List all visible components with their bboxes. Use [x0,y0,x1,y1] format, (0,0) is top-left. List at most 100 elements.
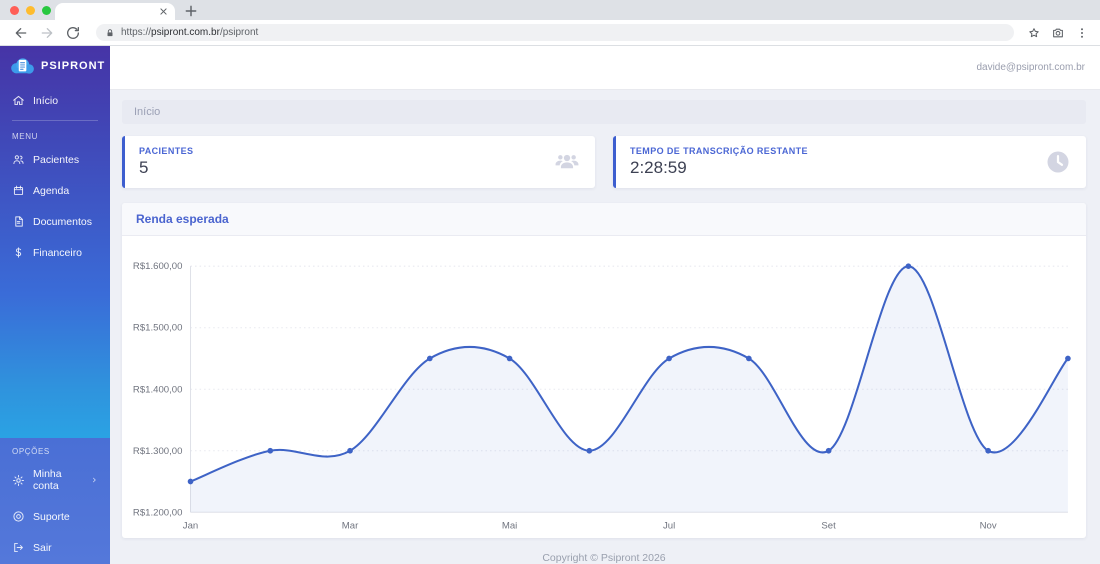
brand-name: PSIPRONT [41,60,106,72]
tab-close-icon[interactable] [159,7,168,16]
chevron-right-icon [90,475,98,485]
breadcrumb-label: Início [134,106,161,118]
sidebar-divider [12,120,98,121]
sidebar-item-label: Início [33,94,59,107]
sidebar-item-label: Pacientes [33,153,80,166]
chart-point-5[interactable] [586,447,593,454]
sidebar-options-header: OPÇÕES [12,447,50,456]
back-button[interactable] [13,25,29,41]
toolbar-right-icons [1024,26,1092,40]
screenshot-camera-icon[interactable] [1051,26,1065,40]
sidebar-item-financeiro[interactable]: Financeiro [0,237,110,268]
sidebar: PSIPRONT Início MENU Pacientes Agenda Docu… [0,46,110,564]
user-email[interactable]: davide@psipront.com.br [976,62,1085,73]
close-window-button[interactable] [10,6,19,15]
transcription-card-label: TEMPO DE TRANSCRIÇÃO RESTANTE [630,146,808,156]
sidebar-item-label: Financeiro [33,246,83,259]
sidebar-options-section: OPÇÕES Minha conta Suporte Sair [0,438,110,564]
x-axis-tick-label: Jan [183,520,198,531]
users-icon [12,153,25,166]
sidebar-item-sair[interactable]: Sair [0,532,110,563]
sidebar-item-documentos[interactable]: Documentos [0,206,110,237]
dollar-icon [12,246,25,259]
browser-menu-kebab-icon[interactable] [1075,26,1089,40]
chart-point-2[interactable] [347,447,353,454]
sidebar-item-minha-conta[interactable]: Minha conta [0,459,110,501]
brand[interactable]: PSIPRONT [0,46,110,85]
sidebar-main: PSIPRONT Início MENU Pacientes Agenda Docu… [0,46,110,438]
sidebar-item-label: Documentos [33,215,92,228]
cloud-document-icon [9,56,35,76]
x-axis-tick-label: Mar [342,520,359,531]
chart-area-fill [190,266,1068,513]
chart-point-0[interactable] [187,478,194,485]
browser-tab-strip [0,0,1100,20]
chart-point-4[interactable] [506,355,513,362]
users-group-icon [553,148,581,176]
page-content: Início PACIENTES 5 [110,89,1100,564]
url-text: https://psipront.com.br/psipront [121,27,258,38]
app-window: PSIPRONT Início MENU Pacientes Agenda Docu… [0,46,1100,564]
chart-point-8[interactable] [825,447,832,454]
chart-point-10[interactable] [985,447,991,454]
chart-point-9[interactable] [905,263,912,270]
y-axis-tick-label: R$1.500,00 [133,323,183,334]
new-tab-button[interactable] [183,3,199,19]
sidebar-item-agenda[interactable]: Agenda [0,175,110,206]
breadcrumb: Início [122,100,1086,124]
reload-button[interactable] [65,25,81,41]
chart-point-3[interactable] [426,355,433,362]
chart-point-11[interactable] [1065,355,1071,362]
x-axis-tick-label: Jul [663,520,675,531]
chart-point-7[interactable] [746,355,752,362]
browser-toolbar: https://psipront.com.br/psipront [0,20,1100,46]
y-axis-tick-label: R$1.400,00 [133,384,183,395]
app-header: davide@psipront.com.br [110,46,1100,89]
forward-button[interactable] [39,25,55,41]
url-domain: psipront.com.br [151,27,220,38]
calendar-icon [12,184,25,197]
sidebar-menu-header: MENU [12,132,38,141]
chart-card-header: Renda esperada [122,203,1086,236]
main-area: davide@psipront.com.br Início PACIENTES … [110,46,1100,564]
sidebar-item-label: Agenda [33,184,70,197]
chart-point-1[interactable] [267,447,274,454]
transcription-card-value: 2:28:59 [630,158,687,177]
expected-income-card: Renda esperada R$1.600,00 R$1.500,00 R$1.4… [122,203,1086,539]
sidebar-item-label: Sair [33,541,52,554]
y-axis-tick-label: R$1.200,00 [133,507,183,518]
bookmark-star-icon[interactable] [1027,26,1041,40]
x-axis-tick-label: Set [821,520,836,531]
gear-icon [12,474,25,487]
address-bar[interactable]: https://psipront.com.br/psipront [96,24,1014,41]
chart-point-6[interactable] [666,355,672,362]
logout-icon [12,541,25,554]
revenue-line-chart: R$1.600,00 R$1.500,00 R$1.400,00 R$1.300,00… [133,261,1071,531]
page-footer: Copyright © Psipront 2026 [122,538,1086,564]
x-axis-tick-label: Nov [980,520,997,531]
patients-card[interactable]: PACIENTES 5 [122,136,595,188]
x-axis-tick-label: Mai [502,520,517,531]
support-icon [12,510,25,523]
sidebar-item-suporte[interactable]: Suporte [0,501,110,532]
lock-icon [105,28,115,38]
url-scheme: https:// [121,27,152,38]
browser-tab[interactable] [55,3,175,20]
patients-card-value: 5 [139,158,149,177]
maximize-window-button[interactable] [42,6,51,15]
minimize-window-button[interactable] [26,6,35,15]
chart-body: R$1.600,00 R$1.500,00 R$1.400,00 R$1.300,00… [122,236,1086,538]
chart-title: Renda esperada [136,212,229,226]
url-path: /psipront [219,27,259,38]
document-icon [12,215,25,228]
home-icon [12,94,25,107]
clock-icon [1044,148,1072,176]
sidebar-item-label: Suporte [33,510,70,523]
y-axis-tick-label: R$1.600,00 [133,261,183,272]
sidebar-item-inicio[interactable]: Início [0,85,110,116]
patients-card-label: PACIENTES [139,146,194,156]
sidebar-item-pacientes[interactable]: Pacientes [0,144,110,175]
transcription-time-card[interactable]: TEMPO DE TRANSCRIÇÃO RESTANTE 2:28:59 [613,136,1086,188]
copyright-text: Copyright © Psipront 2026 [542,552,666,564]
window-controls [10,6,51,15]
